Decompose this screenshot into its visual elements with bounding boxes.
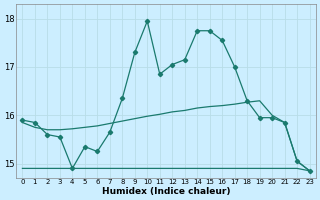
X-axis label: Humidex (Indice chaleur): Humidex (Indice chaleur) bbox=[102, 187, 230, 196]
